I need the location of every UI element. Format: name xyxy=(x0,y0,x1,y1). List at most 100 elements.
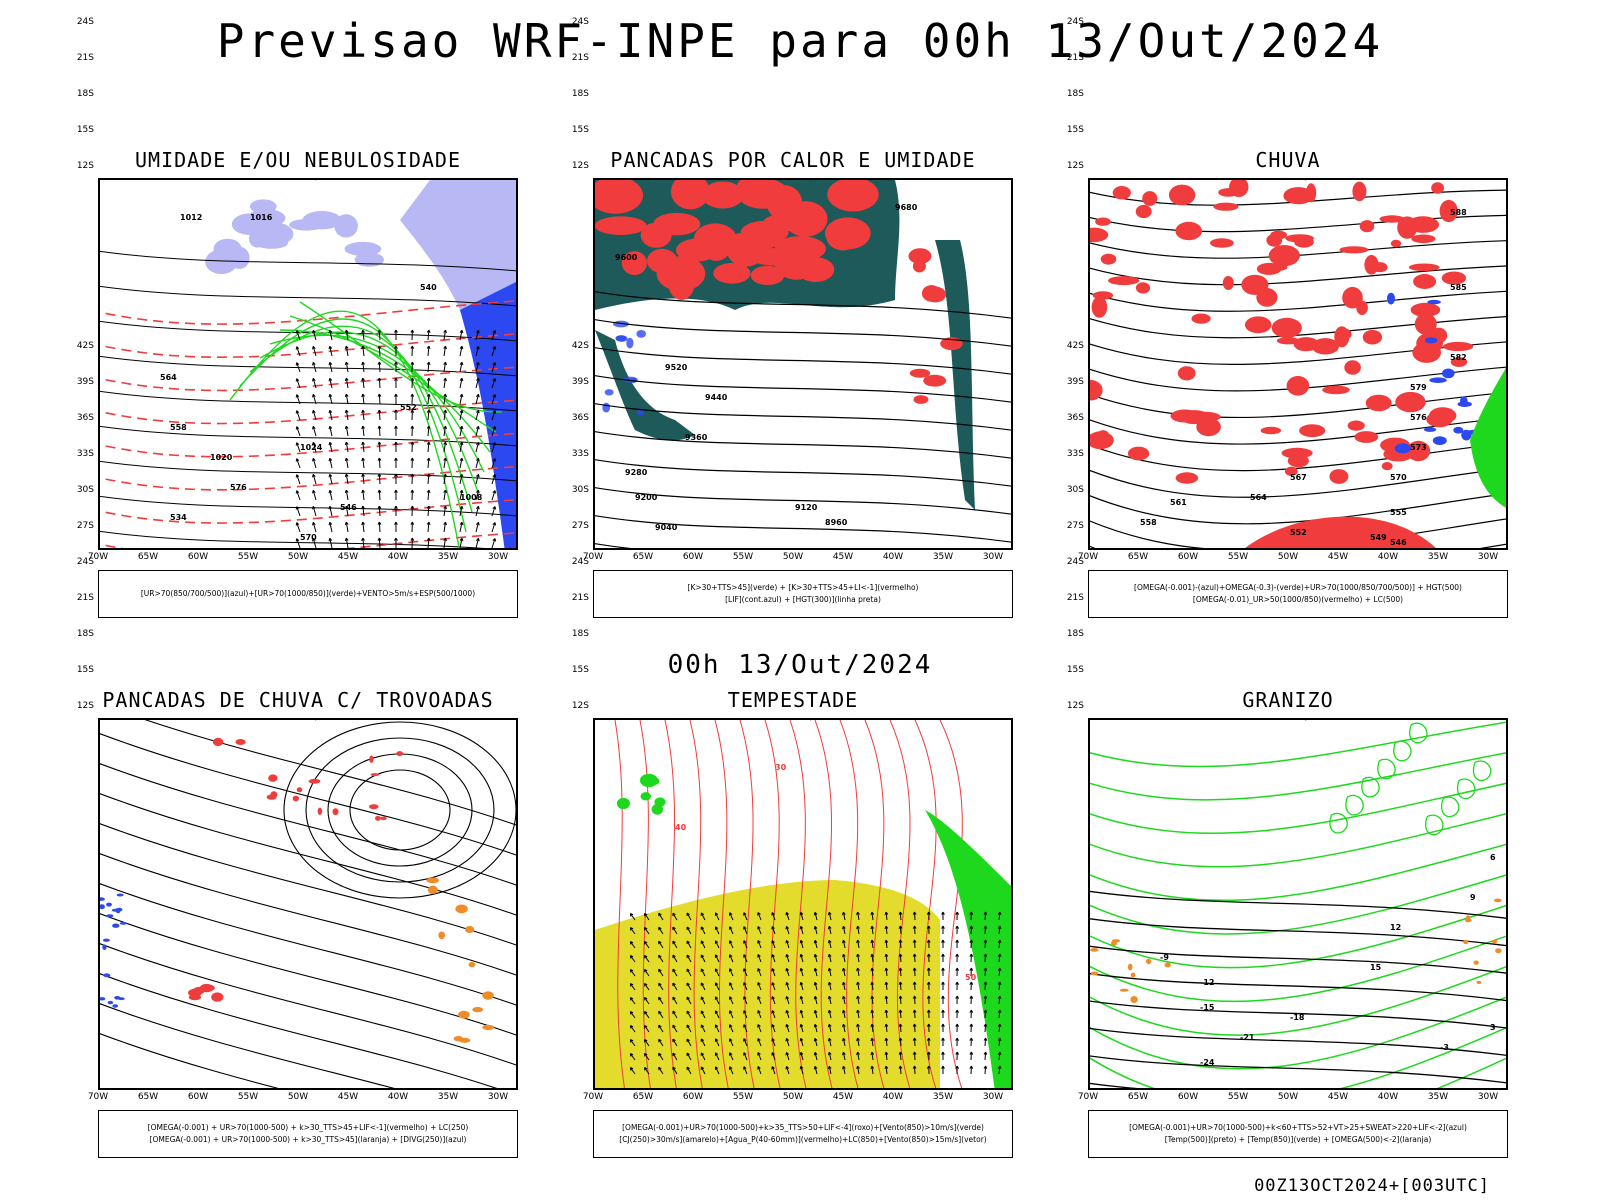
wind-vector-head xyxy=(856,1023,860,1028)
legend-line: [K>30+TTS>45](verde) + [K>30+TTS>45+LI<-… xyxy=(687,583,919,592)
wind-vector-head xyxy=(672,912,676,917)
field-patch xyxy=(1284,466,1298,476)
wind-vector-head xyxy=(394,489,398,493)
wind-vector-head xyxy=(955,939,960,943)
wind-vector-head xyxy=(644,996,648,1001)
contour-label: 579 xyxy=(1410,383,1427,392)
wind-vector xyxy=(715,982,720,991)
contour-label: -15 xyxy=(1200,1003,1215,1012)
wind-vector-head xyxy=(714,982,719,986)
wind-vector xyxy=(362,442,365,453)
contour-line xyxy=(289,315,497,433)
wind-vector xyxy=(700,940,706,949)
wind-vector-head xyxy=(898,967,903,971)
wind-vector xyxy=(686,954,692,963)
wind-vector-head xyxy=(344,473,349,478)
wind-vector-head xyxy=(377,329,382,333)
latitude-tick-label: 18S xyxy=(1066,629,1084,639)
wind-vector-head xyxy=(856,1037,860,1042)
contour-line xyxy=(595,487,1011,515)
field-patch xyxy=(1412,342,1441,363)
wind-vector-head xyxy=(884,1023,889,1028)
field-patch xyxy=(1156,810,1168,816)
wind-vector-head xyxy=(714,1052,719,1056)
wind-vector-head xyxy=(361,521,365,526)
wind-vector-head xyxy=(394,329,398,333)
field-patch xyxy=(1090,227,1109,243)
wind-vector-head xyxy=(785,912,790,916)
wind-vector-head xyxy=(955,981,960,985)
contour-label: -21 xyxy=(1240,1033,1255,1042)
wind-vector-head xyxy=(898,953,903,957)
wind-vector-head xyxy=(410,505,415,509)
field-patch xyxy=(909,368,931,378)
wind-vector-head xyxy=(459,457,464,462)
field-patch xyxy=(1334,326,1350,348)
wind-vector-head xyxy=(344,361,349,366)
longitude-tick-label: 60W xyxy=(187,1092,209,1102)
wind-vector-head xyxy=(729,940,733,944)
wind-vector xyxy=(885,968,888,977)
wind-vector-head xyxy=(884,925,889,930)
wind-vector-head xyxy=(926,925,931,929)
wind-vector xyxy=(686,968,692,977)
field-patch xyxy=(270,791,278,798)
wind-vector xyxy=(729,996,734,1005)
wind-vector xyxy=(700,982,706,991)
wind-vector xyxy=(427,473,430,485)
wind-vector-head xyxy=(842,1051,846,1056)
wind-vector-head xyxy=(476,457,480,462)
field-patch xyxy=(1414,313,1437,335)
field-patch xyxy=(1108,276,1140,286)
latitude-axis: 12S 15S 18S 21S 24S 27S 30S 33S 36S 39S 42S xyxy=(1048,341,1088,1090)
field-patch xyxy=(1135,282,1151,294)
wind-vector xyxy=(998,953,1001,963)
wind-vector xyxy=(757,926,762,935)
contour-line xyxy=(1329,812,1348,834)
map-canvas xyxy=(100,720,516,1088)
field-patch xyxy=(1283,187,1314,205)
field-patch xyxy=(211,992,224,1002)
wind-vector-head xyxy=(955,911,960,915)
field-patch xyxy=(1268,245,1300,267)
longitude-tick-label: 60W xyxy=(682,1092,704,1102)
wind-vector xyxy=(729,968,734,977)
wind-vector xyxy=(644,1053,650,1061)
wind-vector-head xyxy=(870,1023,875,1028)
wind-vector xyxy=(771,954,776,963)
wind-vector xyxy=(312,330,317,341)
field-patch xyxy=(1130,996,1138,1003)
field-patch xyxy=(289,219,324,231)
wind-vector xyxy=(362,378,365,389)
wind-vector-head xyxy=(813,1009,818,1014)
field-patch xyxy=(1241,274,1269,295)
wind-vector-head xyxy=(658,1024,662,1029)
wind-vector-head xyxy=(377,521,382,525)
wind-vector xyxy=(814,996,818,1005)
wind-vector-head xyxy=(983,911,988,915)
wind-vector-head xyxy=(870,967,875,972)
wind-vector-head xyxy=(983,939,988,943)
longitude-tick-label: 70W xyxy=(1077,552,1099,562)
wind-vector xyxy=(491,490,496,501)
wind-vector-head xyxy=(344,489,349,494)
wind-vector-head xyxy=(856,995,860,1000)
wind-vector xyxy=(899,1023,902,1033)
wind-vector-head xyxy=(799,1009,804,1014)
wind-vector-head xyxy=(856,1065,860,1070)
field-patch xyxy=(455,904,468,914)
wind-vector-head xyxy=(658,1066,662,1071)
wind-vector xyxy=(814,982,818,991)
wind-vector xyxy=(644,941,650,949)
wind-vector xyxy=(899,1037,902,1047)
wind-vector xyxy=(743,926,748,935)
wind-vector xyxy=(459,474,463,485)
contour-line xyxy=(100,495,516,517)
wind-vector xyxy=(914,1037,916,1047)
wind-vector xyxy=(345,362,349,373)
wind-vector xyxy=(715,926,720,935)
wind-vector xyxy=(475,458,479,469)
wind-vector xyxy=(715,968,720,977)
wind-vector xyxy=(828,968,832,977)
field-patch xyxy=(595,180,643,214)
